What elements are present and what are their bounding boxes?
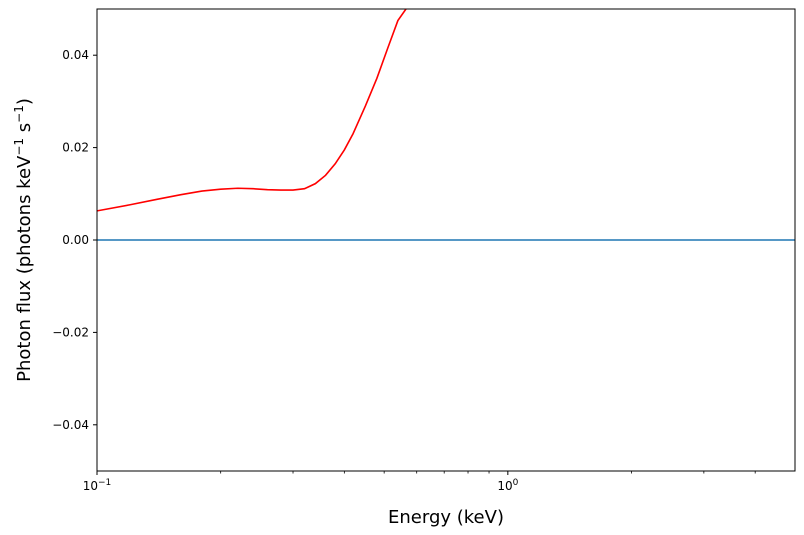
series-layer <box>97 9 795 241</box>
x-axis-ticks: 10−1 100 <box>83 471 756 493</box>
y-tick-label-4: 0.04 <box>62 48 89 62</box>
y-axis-label-end: ) <box>14 98 35 105</box>
y-axis-ticks: −0.04 −0.02 0.00 0.02 0.04 <box>52 48 97 432</box>
x-tick-label-0: 10−1 <box>83 478 112 493</box>
y-axis-label-main: Photon flux (photons keV <box>14 155 35 382</box>
y-tick-label-1: −0.02 <box>52 325 89 339</box>
y-axis-label-mid: s <box>14 123 35 138</box>
y-tick-label-2: 0.00 <box>62 233 89 247</box>
y-axis-label-exp1: −1 <box>12 138 26 156</box>
y-axis-label: Photon flux (photons keV−1 s−1) <box>12 98 35 382</box>
y-tick-label-0: −0.04 <box>52 418 89 432</box>
y-axis-label-exp2: −1 <box>12 105 26 123</box>
x-axis-label: Energy (keV) <box>388 507 504 528</box>
series-line-0 <box>97 9 407 212</box>
x-tick-label-1: 100 <box>497 478 518 493</box>
y-tick-label-3: 0.02 <box>62 141 89 155</box>
